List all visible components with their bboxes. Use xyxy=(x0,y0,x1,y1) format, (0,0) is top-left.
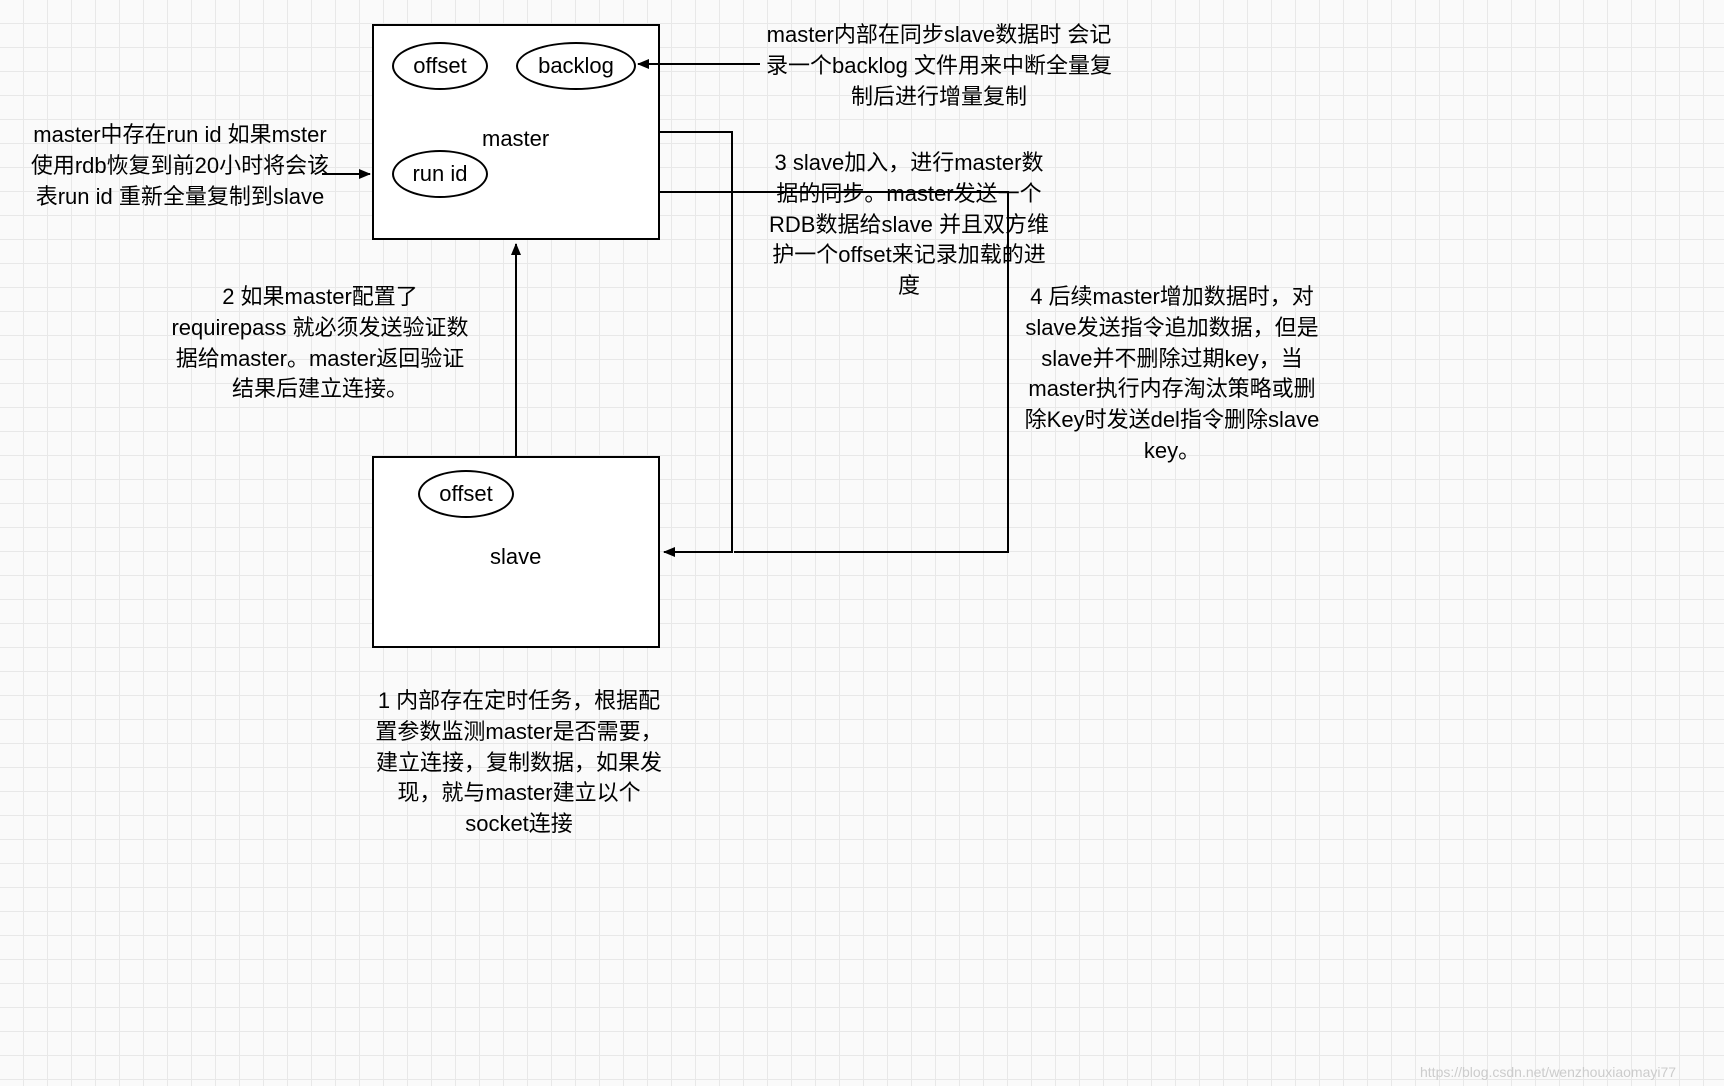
backlog-ellipse: backlog xyxy=(516,42,636,90)
master-label: master xyxy=(482,126,549,152)
step3-note: 3 slave加入，进行master数据的同步。master发送一个RDB数据给… xyxy=(764,148,1054,302)
slave-box: slave xyxy=(372,456,660,648)
step1-note: 1 内部存在定时任务，根据配置参数监测master是否需要，建立连接，复制数据，… xyxy=(374,686,664,840)
runid-ellipse: run id xyxy=(392,150,488,198)
offset-master-text: offset xyxy=(413,53,466,79)
step4-note: 4 后续master增加数据时，对slave发送指令追加数据，但是slave并不… xyxy=(1022,282,1322,467)
backlog-note: master内部在同步slave数据时 会记录一个backlog 文件用来中断全… xyxy=(764,20,1114,112)
runid-note: master中存在run id 如果mster使用rdb恢复到前20小时将会该表… xyxy=(30,120,330,212)
offset-slave-text: offset xyxy=(439,481,492,507)
offset-master-ellipse: offset xyxy=(392,42,488,90)
watermark: https://blog.csdn.net/wenzhouxiaomayi77 xyxy=(1420,1064,1676,1080)
step2-note: 2 如果master配置了requirepass 就必须发送验证数据给maste… xyxy=(170,282,470,405)
backlog-text: backlog xyxy=(538,53,614,79)
slave-label: slave xyxy=(490,544,541,570)
offset-slave-ellipse: offset xyxy=(418,470,514,518)
runid-text: run id xyxy=(412,161,467,187)
